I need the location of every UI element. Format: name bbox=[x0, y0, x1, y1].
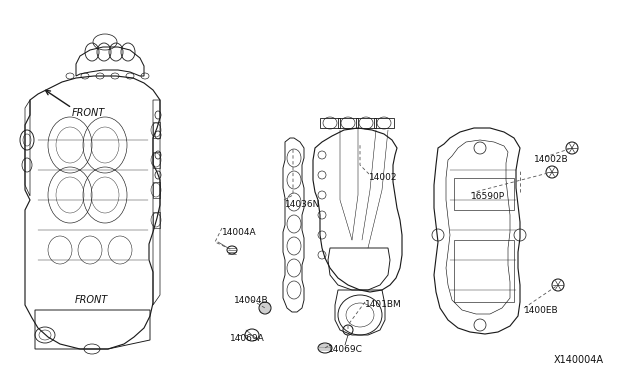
Text: 14002: 14002 bbox=[369, 173, 397, 182]
Text: 1400EB: 1400EB bbox=[524, 306, 559, 315]
Text: X140004A: X140004A bbox=[554, 355, 604, 365]
Text: FRONT: FRONT bbox=[75, 295, 108, 305]
Text: 14036N: 14036N bbox=[285, 200, 321, 209]
Text: FRONT: FRONT bbox=[72, 108, 105, 118]
Text: 14004B: 14004B bbox=[234, 296, 269, 305]
Text: 14069A: 14069A bbox=[230, 334, 265, 343]
Text: 1401BM: 1401BM bbox=[365, 300, 402, 309]
Text: 14002B: 14002B bbox=[534, 155, 568, 164]
Text: 14069C: 14069C bbox=[328, 345, 363, 354]
Text: 16590P: 16590P bbox=[471, 192, 505, 201]
Text: 14004A: 14004A bbox=[222, 228, 257, 237]
